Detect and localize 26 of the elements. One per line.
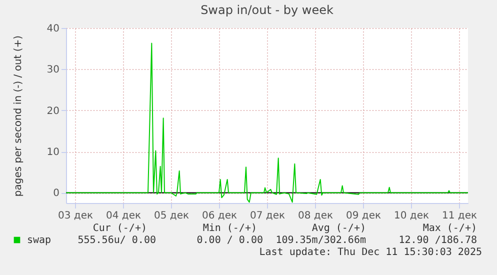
chart-title: Swap in/out - by week <box>200 3 334 17</box>
y-tick-label: 30 <box>46 64 60 76</box>
y-tick-label: 20 <box>46 106 60 117</box>
y-tick-label: 0 <box>53 188 60 200</box>
y-tick-label: 40 <box>46 24 60 34</box>
text: Last update: Thu Dec 11 15:30:03 2025 <box>259 247 482 258</box>
x-tick-label: 09 дек <box>346 210 382 222</box>
y-tick-label: 10 <box>46 147 60 158</box>
text: 109.35m/302.66m <box>276 235 366 246</box>
text: Avg (-/+) <box>312 223 366 234</box>
y-axis-title: pages per second in (-) / out (+) <box>12 35 24 197</box>
legend-label: swap <box>27 235 52 246</box>
x-tick-label: 07 дек <box>250 210 286 222</box>
text: Max (-/+) <box>422 223 477 234</box>
x-tick-label: 04 дек <box>106 210 142 222</box>
text: Min (-/+) <box>202 223 257 234</box>
x-tick-label: 03 дек <box>58 210 94 222</box>
x-tick-label: 05 дек <box>154 210 190 222</box>
x-tick-label: 11 дек <box>442 210 478 222</box>
text: Cur (-/+) <box>92 223 147 234</box>
x-tick-label: 08 дек <box>298 210 334 222</box>
text: 0.00 / 0.00 <box>196 235 263 246</box>
text: 12.90 /186.78 <box>398 235 477 246</box>
x-tick-label: 06 дек <box>202 210 238 222</box>
x-tick-label: 10 дек <box>394 210 430 222</box>
text: 555.56u/ 0.00 <box>78 235 156 246</box>
